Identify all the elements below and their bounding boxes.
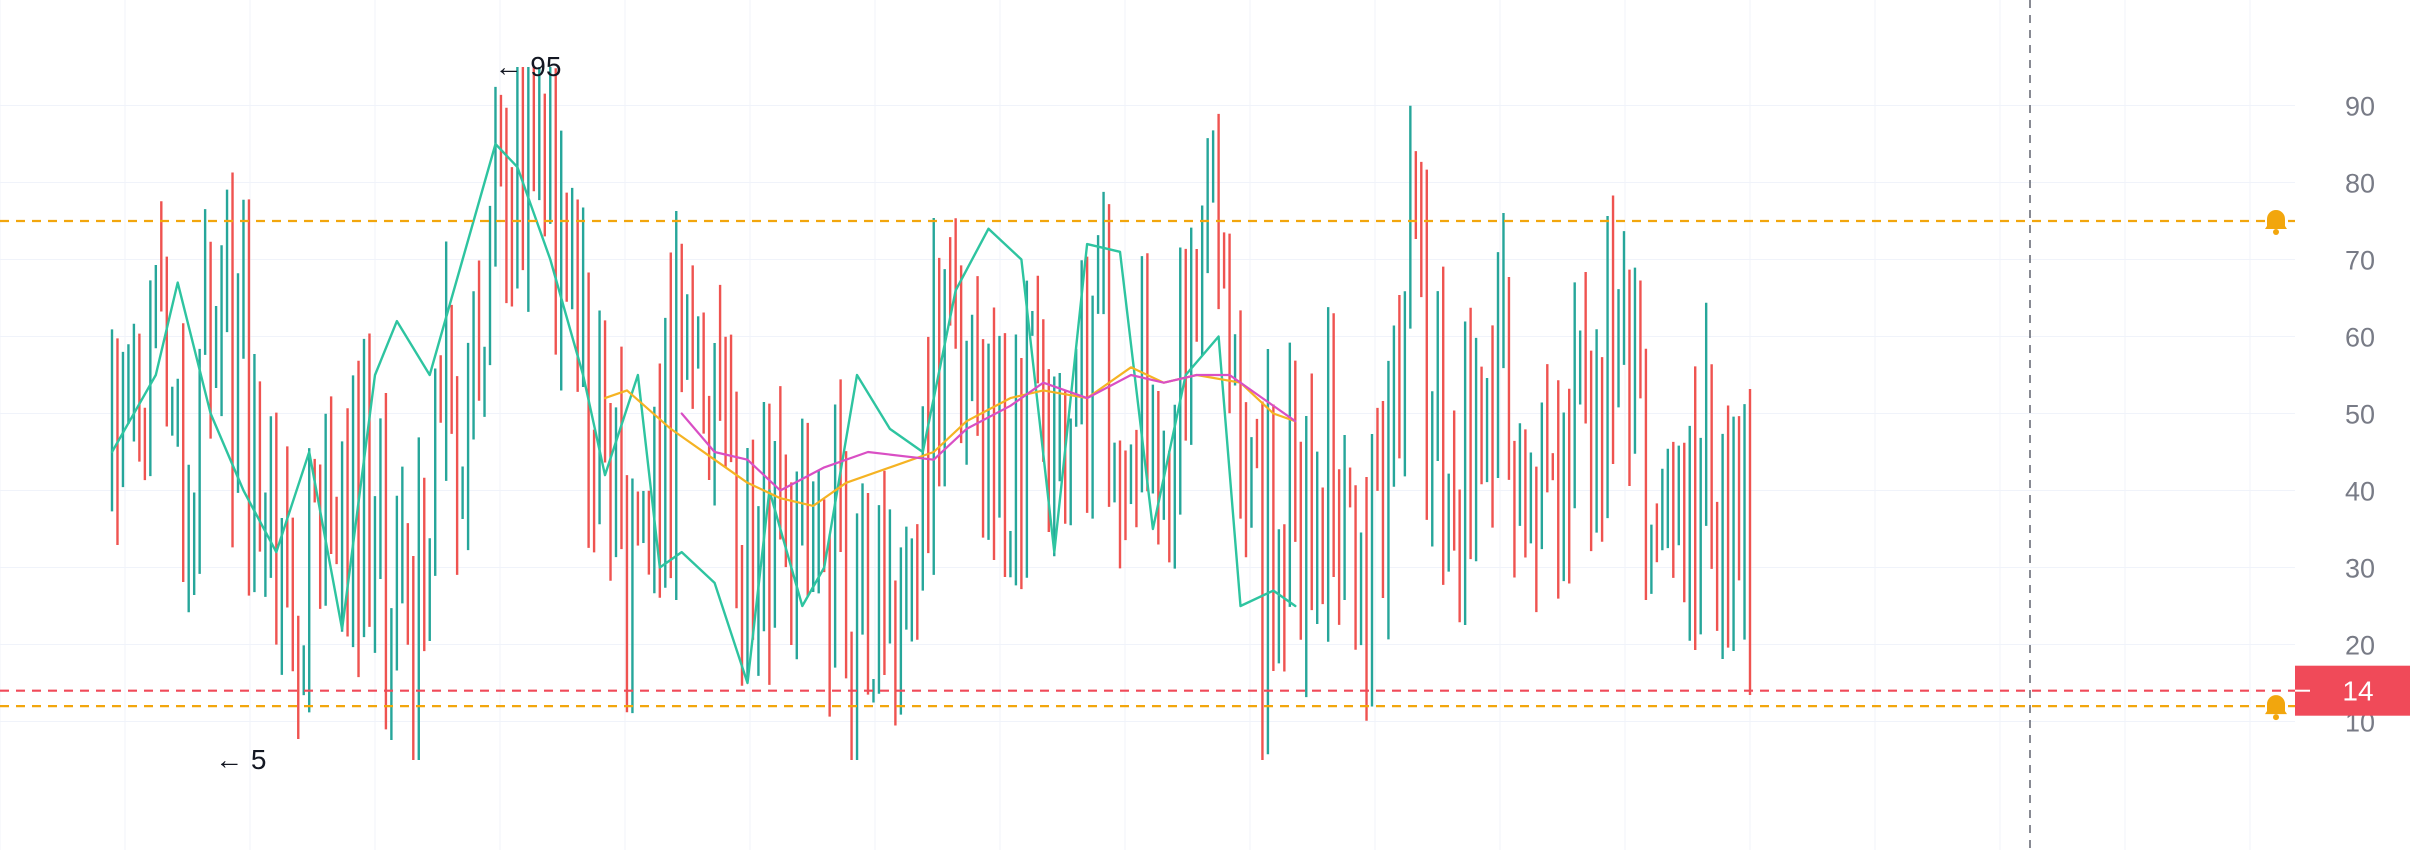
y-axis-tick-label: 80 — [2345, 169, 2375, 199]
horizontal-lines-layer — [0, 0, 2295, 850]
moving-average-layer — [110, 142, 1297, 685]
last-price-badge — [2295, 665, 2410, 716]
alert-bell-clapper — [2273, 229, 2279, 235]
alert-bell-icon[interactable] — [2265, 695, 2287, 721]
moving-average-ma-fast — [110, 142, 1297, 685]
y-axis-tick-label: 90 — [2345, 92, 2375, 122]
last-price-label: 14 — [2342, 676, 2373, 707]
y-axis-tick-label: 30 — [2345, 554, 2375, 584]
alert-bell-icon[interactable] — [2265, 210, 2287, 235]
alert-bell-body — [2265, 210, 2287, 229]
alert-bell-clapper — [2273, 714, 2279, 721]
y-axis-tick-label: 20 — [2345, 631, 2375, 661]
y-axis-tick-label: 60 — [2345, 323, 2375, 353]
moving-average-ma-slow — [680, 373, 1297, 492]
alert-bell-body — [2265, 695, 2287, 715]
y-axis-tick-label: 50 — [2345, 400, 2375, 430]
y-axis-tick-label: 40 — [2345, 477, 2375, 507]
y-axis-tick-label: 70 — [2345, 246, 2375, 276]
extreme-value-annotation: ← 5 — [215, 744, 266, 775]
extreme-value-annotation: ← 95 — [495, 51, 562, 82]
annotations-layer: ← 95 ← 5 — [215, 51, 561, 775]
